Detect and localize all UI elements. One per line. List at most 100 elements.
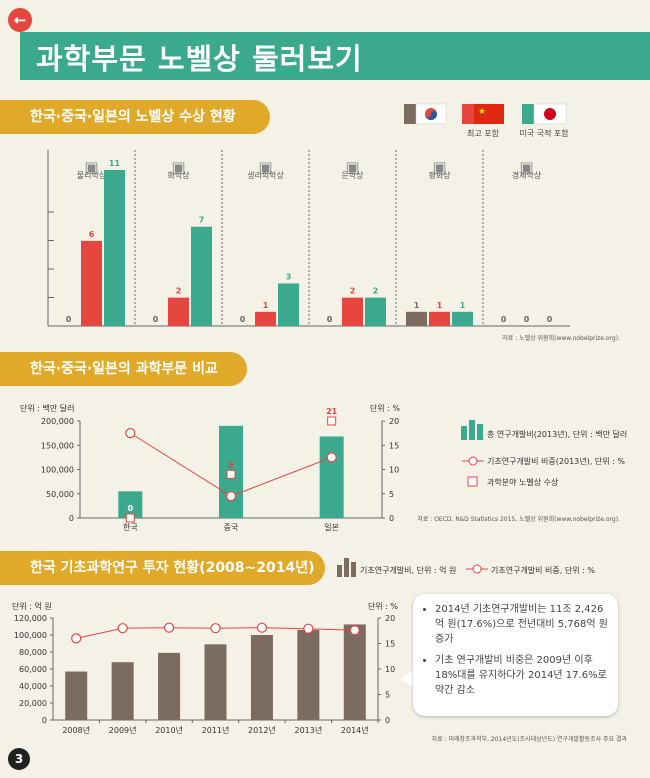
bar-legend-icon: [461, 420, 483, 440]
line-point: [349, 625, 360, 636]
right-tick-label: 0: [389, 514, 394, 523]
japan-legend-label: 미국 국적 포함: [519, 128, 569, 138]
japan-flag-icon: [522, 103, 567, 125]
data-label: 2: [176, 287, 182, 296]
left-tick-label: 60,000: [19, 665, 47, 674]
category-label: 2010년: [155, 725, 183, 735]
category-label: 2011년: [202, 725, 230, 735]
section3-legend: 기초연구개발비, 단위 : 억 원 기초연구개발비 비중, 단위 : %: [337, 558, 595, 577]
category-label: 경제학상: [512, 170, 542, 180]
right-tick-label: 15: [389, 441, 399, 450]
right-tick-label: 20: [385, 614, 395, 623]
section2-legend: 총 연구개발비(2013년), 단위 : 백만 달러 기초연구개발비 비중(20…: [461, 420, 627, 487]
left-tick-label: 20,000: [19, 699, 47, 708]
section1-banner: 한국·중국·일본의 노벨상 수상 현황: [0, 100, 270, 134]
category-label: 생리의학상: [247, 170, 284, 180]
data-label: 1: [460, 301, 466, 310]
category-label: 일본: [324, 523, 339, 532]
line-legend-icon: [462, 456, 484, 466]
right-tick-label: 0: [385, 716, 390, 725]
page-title: 과학부문 노벨상 둘러보기: [36, 42, 363, 76]
left-tick-label: 100,000: [14, 631, 47, 640]
left-axis-label: 단위 : 억 원: [12, 601, 52, 611]
category-label: 2008년: [62, 725, 90, 735]
bar-일본: [278, 283, 299, 326]
line-point: [125, 428, 136, 439]
callout-tail: [401, 670, 414, 688]
category-label: 한국: [123, 523, 138, 532]
bar-일본: [452, 311, 473, 326]
data-label: 1: [437, 301, 443, 310]
bar-중국: [255, 311, 276, 326]
left-tick-label: 120,000: [14, 614, 47, 623]
left-tick-label: 150,000: [41, 441, 74, 450]
left-tick-label: 50,000: [46, 490, 74, 499]
nobel-marker: [125, 513, 135, 523]
right-axis-label: 단위 : %: [368, 601, 399, 611]
left-tick-label: 0: [69, 514, 74, 523]
book-icon: ▣: [345, 158, 359, 176]
back-button[interactable]: ←: [8, 8, 32, 32]
left-tick-label: 40,000: [19, 682, 47, 691]
callout-item: 2014년 기초연구개발비는 11조 2,426억 원(17.6%)으로 전년대…: [435, 602, 608, 647]
section2-banner: 한국·중국·일본의 과학부문 비교: [0, 352, 247, 386]
bar-rd-total: [319, 436, 344, 518]
data-label: 0: [501, 315, 507, 324]
category-label: 2013년: [294, 725, 322, 735]
data-label: 0: [66, 315, 72, 324]
bar-일본: [104, 170, 125, 326]
flask-icon: ▣: [84, 158, 98, 176]
line-legend-icon: [466, 564, 488, 574]
right-tick-label: 20: [389, 417, 399, 426]
china-flag-icon: ★: [462, 104, 504, 124]
nobel-marker: [327, 416, 337, 426]
section1-legend: ★ 최고 포함 미국 국적 포함: [404, 103, 569, 138]
bar-일본: [365, 297, 386, 326]
data-label: 0: [524, 315, 530, 324]
bar-basic-rd: [111, 662, 134, 720]
section2-line-legend: 기초연구개발비 비중(2013년), 단위 : %: [487, 456, 625, 466]
bar-일본: [191, 226, 212, 326]
summary-callout: 2014년 기초연구개발비는 11조 2,426억 원(17.6%)으로 전년대…: [413, 594, 618, 716]
bar-basic-rd: [250, 635, 273, 720]
left-tick-label: 200,000: [41, 417, 74, 426]
bar-중국: [342, 297, 363, 326]
right-tick-label: 10: [385, 665, 395, 674]
line-point: [326, 452, 337, 463]
line-point: [225, 491, 237, 502]
category-label: 2014년: [341, 725, 369, 735]
section2-source: 자료 : OECD, R&D Statistics 2015, 노벨상 위원회(…: [417, 515, 620, 523]
title-bar: [20, 32, 650, 80]
arrow-left-icon: ←: [13, 11, 27, 29]
section1-source: 자료 : 노벨상 위원회(www.nobelprize.org).: [502, 334, 620, 342]
bar-basic-rd: [65, 671, 88, 720]
bar-중국: [81, 240, 102, 326]
data-label: 3: [286, 272, 292, 281]
section3-source: 자료 : 미래창조과학부, 2014년도(조사대상년도) 연구개발활동조사 주요…: [432, 735, 628, 743]
left-tick-label: 100,000: [41, 466, 74, 475]
left-tick-label: 0: [42, 716, 47, 725]
data-label: 2: [350, 287, 356, 296]
right-tick-label: 5: [385, 691, 390, 700]
line-point: [303, 623, 314, 634]
data-label: 7: [199, 216, 205, 225]
category-label: 물리학상: [77, 170, 107, 180]
data-label: 11: [109, 159, 121, 168]
dna-icon: ▣: [171, 158, 185, 176]
section3-bar-legend: 기초연구개발비, 단위 : 억 원: [360, 565, 456, 575]
category-label: 2009년: [109, 725, 137, 735]
china-legend-label: 최고 포함: [467, 128, 500, 138]
category-label: 중국: [224, 523, 239, 532]
page-number: 3: [8, 748, 30, 770]
right-axis-label: 단위 : %: [370, 403, 401, 413]
line-point: [210, 623, 221, 634]
bar-basic-rd: [297, 629, 320, 720]
section2-marker-legend: 과학분야 노벨상 수상: [487, 477, 559, 487]
right-tick-label: 15: [385, 640, 395, 649]
bar-basic-rd: [158, 652, 181, 720]
data-label: 0: [547, 315, 553, 324]
calculator-icon: ▣: [519, 158, 533, 176]
nobel-marker: [226, 469, 236, 479]
